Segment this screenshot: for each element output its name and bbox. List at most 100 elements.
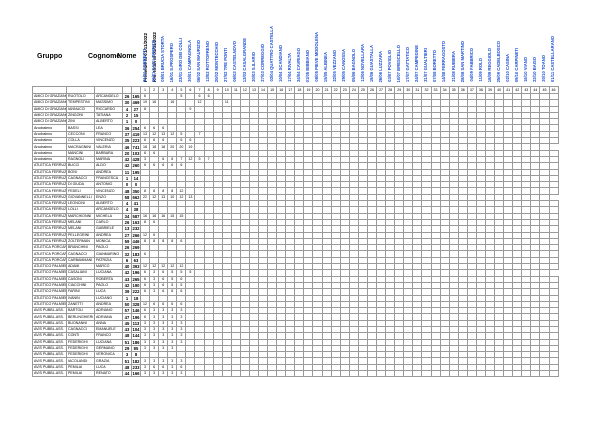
race-number: 18 [294,86,305,94]
score-cell: 3 [149,370,160,378]
km-cell: 165 [131,92,141,101]
name-cell: ARCANGELO [94,92,123,101]
race-header: 29/05 CANOSSA [341,49,347,82]
group-cell: ATLETICA PORCARI [32,244,67,252]
score-cell [248,370,260,378]
race-number: 12 [239,86,250,94]
table-row: ATLETICO PALMIERI CASALIANI LUCIANA 42 196 6 3… [32,269,559,277]
race-number: 27 [376,86,387,94]
km-cell: 232 [131,225,141,233]
race-number: 25 [357,86,368,94]
race-header: 20/03 S.ILARIO [250,52,256,82]
score-cell [548,111,559,120]
race-header: 14/08 FERRAGOSTO [441,40,447,82]
presenze-cell: 44 [122,370,132,378]
score-cell [239,370,250,378]
score-cell [548,307,559,315]
score-cell [212,370,223,378]
score-cell [548,281,559,290]
km-cell: 144 [131,332,141,340]
score-cell [548,357,559,365]
group-cell: ATLETICO PALMIERI [32,294,67,302]
km-cell: 113 [131,319,141,328]
group-cell: ATLETICA FERRUZZI [32,162,67,170]
km-cell: 393 [131,262,141,271]
race-number: 5 [176,86,187,94]
group-cell: ATLETICA FERRUZZI [32,200,67,208]
km-cell: 183 [131,250,141,258]
score-cell [258,370,269,378]
race-header: 20/02 MONTECCHIO [214,41,220,82]
surname-cell: BERLINGHIERI [66,313,95,321]
score-cell: 3 [167,370,178,378]
score-cell [321,370,332,378]
table-row: AMICI DI GRAZIANO TEMPESTINI MASSIMO 30 469 1… [32,99,559,107]
score-cell [194,370,205,378]
km-cell: 662 [131,193,141,202]
km-cell: 741 [131,143,141,151]
race-number: 33 [430,86,441,94]
race-header: 05/06 BAGNOLO [350,48,356,82]
race-number: 19 [303,86,314,94]
group-cell: ATLETICO PALMIERI [32,281,67,290]
score-cell [412,370,423,378]
spreadsheet: Gruppo Cognome Nome Presenze al 01/11/20… [32,6,559,378]
score-cell [330,370,341,378]
km-cell: 182 [131,357,141,365]
score-cell [185,370,196,378]
score-cell [348,370,359,378]
race-header: 09/10 CARPINETI [514,47,520,82]
group-cell: AVIS PUBBL.ASS. [32,357,67,365]
table-row: AMICI DI GRAZIANO RUOTOLO ARCANGELO 26 165 6 5… [32,92,559,101]
table-row: ATLETICA PORCARI BRANCHINI PAOLO 26 269 [32,244,559,252]
score-cell [475,370,486,378]
group-cell: AMICI DI GRAZIANO [32,118,67,126]
score-cell [548,338,559,346]
race-header: 26/06 LUZZARA [377,50,383,82]
race-header: 30/10 TOANO [541,55,547,82]
score-cell [466,370,477,378]
blank-cell [94,86,123,94]
blank-cell [122,86,132,94]
race-header: 16/01 S.PROSPERO [168,42,174,82]
score-cell [548,256,559,265]
race-number: 42 [512,86,523,94]
race-header: 23/10 BAISO [532,57,538,82]
race-header: 17/04 RIVALTA [286,53,292,82]
score-cell [267,370,278,378]
table-row: ATLETICO PALMIERI CIACCHINI PAOLO 42 190 6 3 6 5… [32,281,559,290]
score-cell [357,370,368,378]
race-number: 24 [348,86,359,94]
km-cell: 163 [131,218,141,227]
race-header: 01/11 CASTELLARANO [550,35,556,82]
race-number: 11 [230,86,241,94]
group-cell: AVIS PUBBL.ASS. [32,351,67,359]
table-row: AVIS PUBBL.ASS. IACOLANDI GRAZIA 51 182 3 3 3 3 3 [32,357,559,365]
group-cell: AVIS PUBBL.ASS. [32,313,67,321]
table-row: AVIS PUBBL.ASS. PEMILAI RENATO 44 166 3 3 3 3 3 [32,370,559,378]
group-cell: AMICI DI GRAZIANO [32,92,67,101]
name-cell: GIANMARINO [94,250,123,258]
header-cognome: Cognome [88,53,121,60]
race-header: 24/04 CAVRIAGO [296,48,302,82]
table-row: ATLETICA FERRUZZI GIOVANNELLI ENZO 58 662 22 1… [32,193,559,202]
race-number: 32 [421,86,432,94]
km-cell: 103 [131,149,141,157]
km-cell: 469 [131,99,141,107]
score-cell: 3 [176,370,187,378]
table-row: ATLETICA FERRUZZI DI GIUDA ANTONIO 0 0 [32,181,559,189]
group-cell: AMICI DI GRAZIANO [32,99,67,107]
group-cell: AVIS PUBBL.ASS. [32,370,67,378]
score-cell [530,370,541,378]
score-cell [421,370,432,378]
group-cell: ATLETICA PORCARI [32,250,67,258]
race-header: 01/05 BIBBIANO [305,49,311,82]
race-number: 8 [203,86,214,94]
group-cell: ATLETICA FERRUZZI [32,218,67,227]
race-header: 03/07 POVIGLIO [386,50,392,82]
group-cell: ATLETICA FERRUZZI [32,237,67,246]
race-number: 40 [494,86,505,94]
km-cell: 446 [131,237,141,246]
race-header: 25/09 CADELBOSCO [495,40,501,82]
race-number: 30 [403,86,414,94]
